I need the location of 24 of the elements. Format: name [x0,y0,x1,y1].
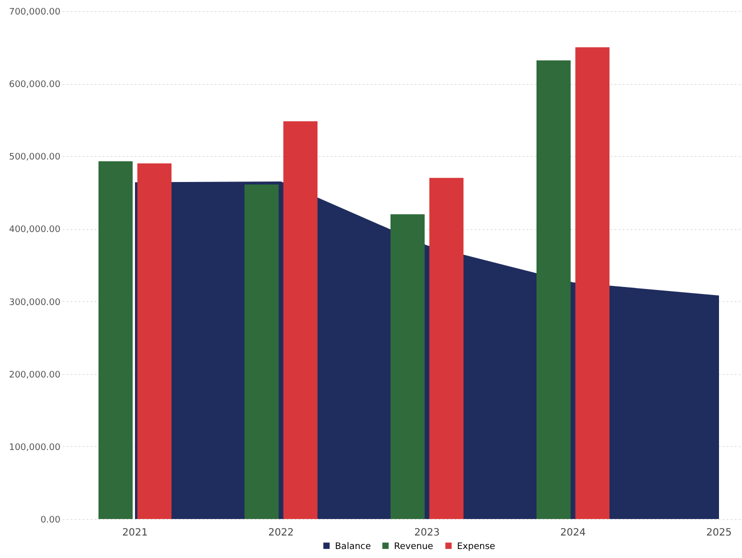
y-tick-label: 700,000.00 [8,8,61,18]
x-tick-label: 2022 [268,528,294,538]
x-tick-label: 2023 [414,528,440,538]
x-tick-label: 2024 [560,528,586,538]
bar [429,178,464,519]
bar [137,163,172,519]
y-tick-label: 100,000.00 [8,442,61,453]
bar [390,214,425,519]
legend-label: Revenue [394,542,434,552]
y-tick-label: 200,000.00 [8,370,61,380]
y-tick-label: 300,000.00 [8,298,61,308]
bar [98,161,133,519]
y-tick-label: 400,000.00 [8,225,61,236]
bar [536,60,571,519]
bar [283,121,318,519]
bar [575,47,610,519]
x-tick-label: 2021 [122,528,148,538]
x-tick-label: 2025 [706,528,732,538]
legend-label: Balance [335,542,372,552]
y-tick-label: 500,000.00 [8,152,61,163]
y-tick-label: 0.00 [40,516,61,526]
y-tick-label: 600,000.00 [8,80,61,90]
bar [244,184,279,519]
legend-label: Expense [457,542,496,552]
